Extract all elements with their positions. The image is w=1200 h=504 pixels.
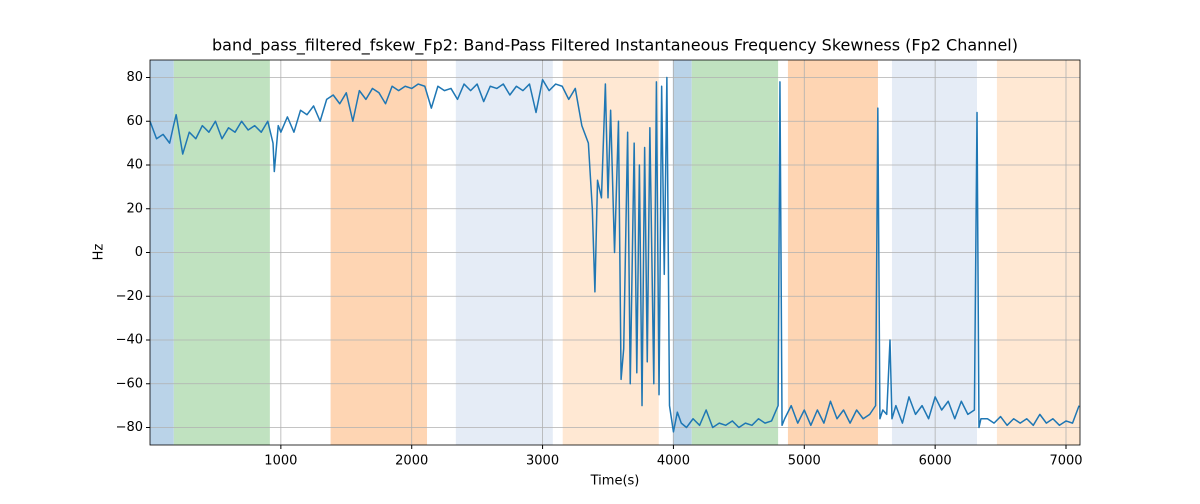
y-tick-label: 40 xyxy=(126,158,143,173)
y-tick-label: 0 xyxy=(135,245,143,260)
x-tick-label: 7000 xyxy=(1049,454,1082,469)
x-tick-label: 5000 xyxy=(788,454,821,469)
plot-frame xyxy=(149,59,1081,446)
chart-title: band_pass_filtered_fskew_Fp2: Band-Pass … xyxy=(212,36,1018,56)
y-tick-label: −20 xyxy=(116,289,143,304)
x-tick-label: 3000 xyxy=(526,454,559,469)
x-tick-label: 6000 xyxy=(919,454,952,469)
y-tick-label: −60 xyxy=(116,376,143,391)
x-tick-label: 1000 xyxy=(264,454,297,469)
y-tick-label: −80 xyxy=(116,420,143,435)
y-tick-label: −40 xyxy=(116,333,143,348)
x-tick-label: 4000 xyxy=(657,454,690,469)
data-line xyxy=(150,76,1080,433)
y-tick-label: 60 xyxy=(126,114,143,129)
x-axis-label: Time(s) xyxy=(590,474,640,489)
y-axis-label: Hz xyxy=(92,244,107,261)
y-tick-label: 20 xyxy=(126,201,143,216)
y-tick-label: 80 xyxy=(126,70,143,85)
x-tick-label: 2000 xyxy=(395,454,428,469)
